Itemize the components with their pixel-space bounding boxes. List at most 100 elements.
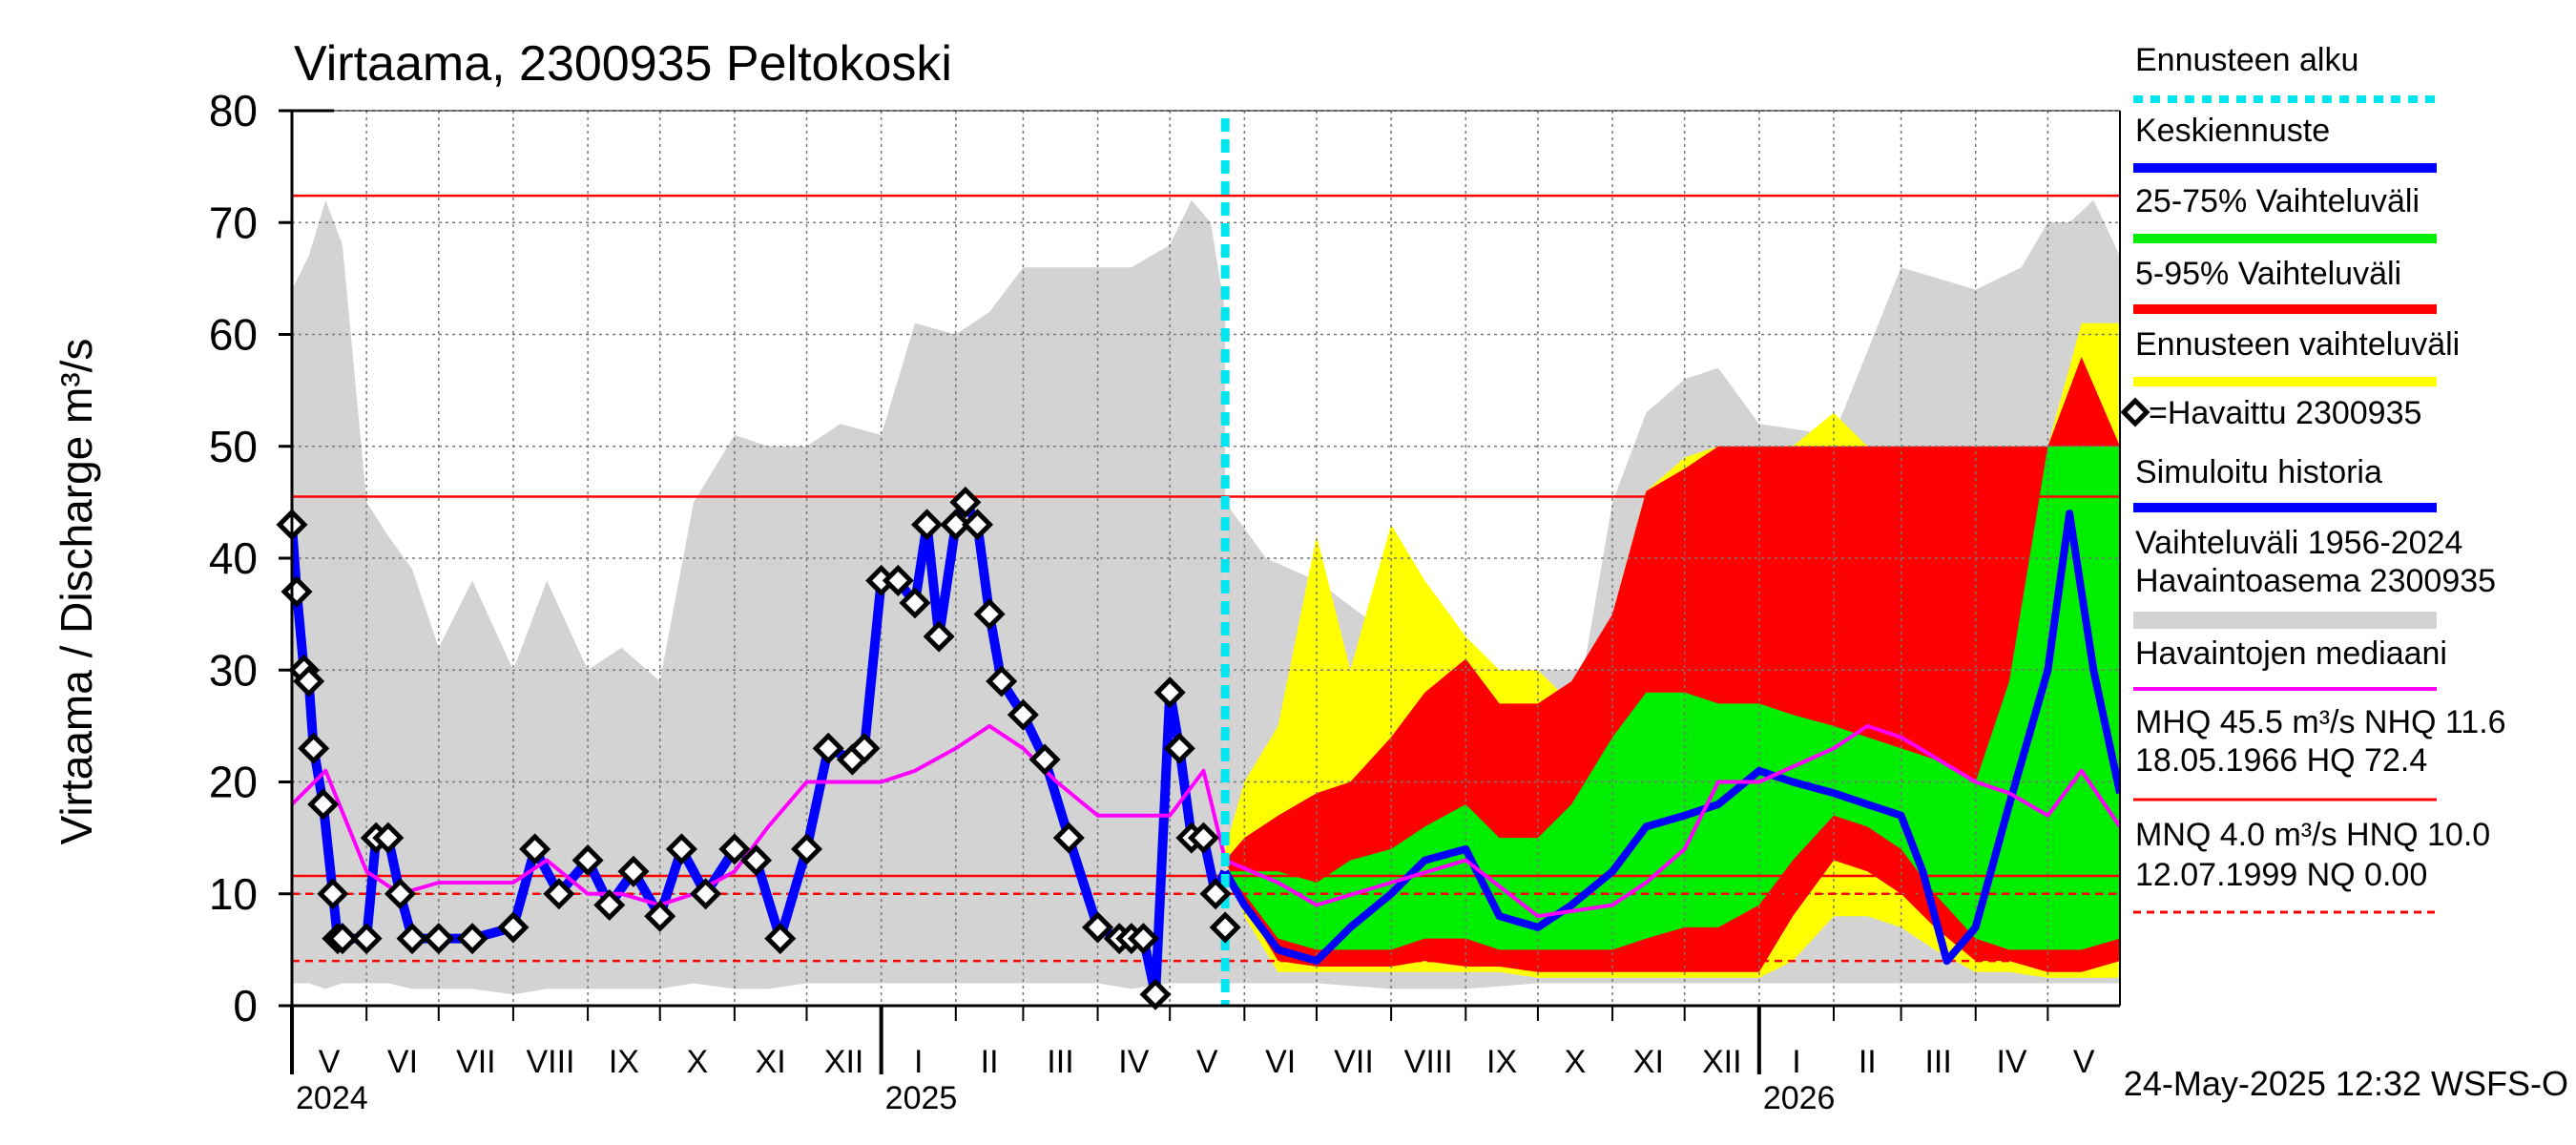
y-tick-label: 80 (209, 86, 258, 135)
y-axis-label: Virtaama / Discharge m³/s (52, 339, 101, 845)
observed-point (973, 598, 1006, 631)
observed-point (740, 844, 773, 877)
observed-point (298, 732, 330, 764)
observed-point (644, 900, 676, 932)
observed-point (940, 509, 972, 541)
observed-point (1052, 822, 1085, 854)
median-line (292, 723, 2120, 919)
observed-point (372, 822, 405, 854)
chart-title: Virtaama, 2300935 Peltokoski (294, 36, 952, 92)
x-month-label: II (981, 1044, 999, 1080)
observed-point (1187, 822, 1220, 854)
legend-label: MNQ 4.0 m³/s HNQ 10.0 (2135, 817, 2490, 853)
range-25-75-band (1225, 446, 2120, 950)
y-tick-label: 70 (209, 198, 258, 247)
x-month-label: VIII (526, 1044, 574, 1080)
grid-lines (292, 110, 2120, 1007)
timestamp-label: 24-May-2025 12:32 WSFS-O (2124, 1064, 2568, 1103)
range-1956-2024-band (292, 199, 1226, 995)
observed-point (280, 575, 313, 608)
observed-point (307, 788, 340, 821)
legend-label: 5-95% Vaihteluväli (2135, 256, 2401, 292)
x-month-label: IX (1486, 1044, 1517, 1080)
legend-label: Simuloitu historia (2135, 454, 2382, 490)
observed-point (923, 620, 955, 653)
observed-point (543, 878, 575, 910)
legend-label: Keskiennuste (2135, 113, 2330, 149)
legend-label: Vaihteluväli 1956-2024 (2135, 525, 2462, 561)
x-month-label: VI (1265, 1044, 1296, 1080)
observed-point (1082, 911, 1114, 944)
observed-point (593, 888, 626, 922)
x-month-label: IV (1996, 1044, 2026, 1080)
legend-label: Havaintojen mediaani (2135, 635, 2447, 672)
x-month-label: XI (756, 1044, 786, 1080)
legend-label-line2: Havaintoasema 2300935 (2135, 563, 2496, 599)
observed-point (456, 923, 488, 955)
x-year-label: 2026 (1763, 1080, 1836, 1116)
legend-label-line2: 18.05.1966 HQ 72.4 (2135, 742, 2427, 779)
observed-point (396, 923, 428, 955)
legend-label: MHQ 45.5 m³/s NHQ 11.6 (2135, 704, 2506, 740)
x-year-label: 2024 (296, 1080, 368, 1116)
x-month-label: I (914, 1044, 923, 1080)
observed-point (350, 923, 383, 955)
x-month-label: VIII (1404, 1044, 1453, 1080)
observed-point (571, 844, 604, 877)
y-tick-label: 30 (209, 645, 258, 695)
x-month-label: X (1565, 1044, 1587, 1080)
x-month-label: I (1792, 1044, 1800, 1080)
x-month-label: II (1859, 1044, 1877, 1080)
mean-forecast-line (1221, 510, 2120, 966)
observed-point (1199, 878, 1232, 910)
y-tick-label: 40 (209, 533, 258, 583)
x-month-label: V (1196, 1044, 1218, 1080)
x-month-label: III (1047, 1044, 1073, 1080)
observed-point (848, 732, 881, 764)
x-month-label: III (1924, 1044, 1951, 1080)
observed-point (718, 833, 751, 865)
observed-point (986, 665, 1018, 697)
observed-point (384, 878, 416, 910)
x-month-label: XII (1702, 1044, 1742, 1080)
legend-label: Ennusteen alku (2135, 42, 2358, 78)
observed-point (812, 732, 844, 764)
observed-point (790, 833, 823, 865)
legend-label: =Havaittu 2300935 (2149, 395, 2421, 431)
observed-point (317, 878, 349, 910)
observed-point (690, 878, 722, 910)
observed-point (497, 911, 530, 944)
observed-point (961, 509, 994, 541)
observed-point (326, 923, 359, 955)
legend-label-line2: 12.07.1999 NQ 0.00 (2135, 857, 2427, 893)
observed-point (899, 587, 931, 619)
y-tick-label: 50 (209, 422, 258, 471)
observed-point (949, 486, 982, 518)
x-month-label: XI (1633, 1044, 1664, 1080)
observed-point (764, 923, 797, 955)
y-tick-label: 10 (209, 869, 258, 919)
x-month-label: VII (456, 1044, 496, 1080)
observed-point (1163, 732, 1195, 764)
observed-point (665, 833, 697, 865)
legend-marker-observed (2120, 397, 2150, 427)
x-month-label: VII (1334, 1044, 1374, 1080)
observed-markers (276, 486, 1241, 1010)
y-tick-label: 60 (209, 310, 258, 360)
observed-point (1209, 911, 1241, 944)
x-month-label: IV (1118, 1044, 1149, 1080)
observed-point (1028, 743, 1061, 776)
y-tick-label: 20 (209, 758, 258, 807)
observed-point (1127, 923, 1159, 955)
y-tick-label: 0 (233, 981, 258, 1030)
range-bands (292, 199, 2120, 995)
observed-point (293, 665, 325, 697)
observed-point (617, 855, 650, 887)
x-month-label: V (2073, 1044, 2095, 1080)
x-month-label: V (319, 1044, 341, 1080)
x-month-label: XII (824, 1044, 864, 1080)
x-month-label: IX (609, 1044, 639, 1080)
observed-point (423, 923, 455, 955)
